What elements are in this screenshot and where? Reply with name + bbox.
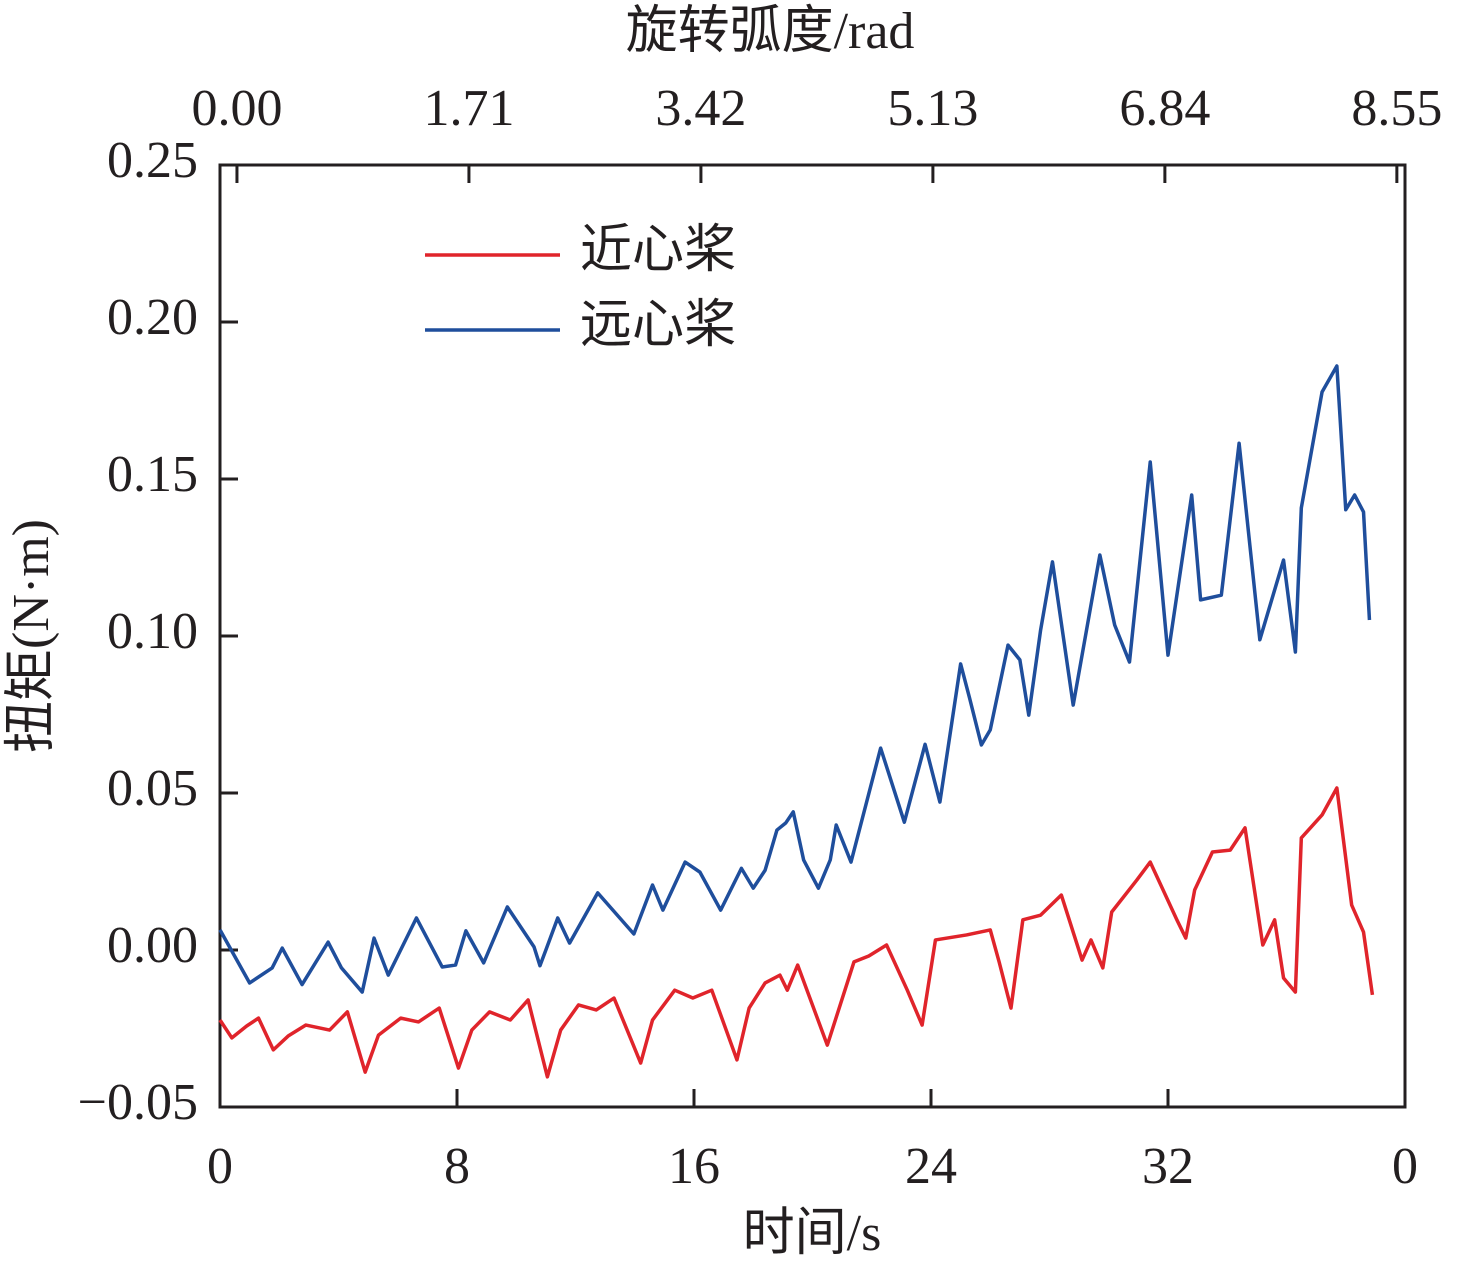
y-tick-label: 0.05 (107, 760, 198, 817)
x2-tick-label: 5.13 (887, 80, 978, 137)
plot-frame (218, 163, 1407, 1109)
y-tick-label: 0.20 (107, 289, 198, 346)
x2-tick-label: 1.71 (423, 80, 514, 137)
y-tick-label: −0.05 (78, 1074, 198, 1131)
y-axis-label: 扭矩(N·m) (3, 519, 60, 753)
x-tick-label: 0 (1392, 1138, 1418, 1195)
x2-tick-label: 0.00 (191, 80, 282, 137)
x-tick-label: 16 (668, 1138, 720, 1195)
x-tick-label: 8 (444, 1138, 470, 1195)
legend-label: 远心桨 (580, 297, 736, 354)
x-tick-label: 24 (905, 1138, 957, 1195)
x2-tick-label: 3.42 (655, 80, 746, 137)
y-tick-label: 0.00 (107, 917, 198, 974)
x2-tick-label: 6.84 (1119, 80, 1210, 137)
x-tick-label: 32 (1142, 1138, 1194, 1195)
x2-axis-label: 旋转弧度/rad (626, 3, 915, 60)
x-tick-label: 0 (207, 1138, 233, 1195)
y-tick-label: 0.15 (107, 446, 198, 503)
legend-label: 近心桨 (580, 222, 736, 279)
y-tick-label: 0.25 (107, 132, 198, 189)
x-axis-label: 时间/s (743, 1205, 882, 1262)
data-line (218, 364, 1372, 994)
y-tick-label: 0.10 (107, 603, 198, 660)
x2-tick-label: 8.55 (1351, 80, 1442, 137)
data-line (218, 786, 1375, 1079)
